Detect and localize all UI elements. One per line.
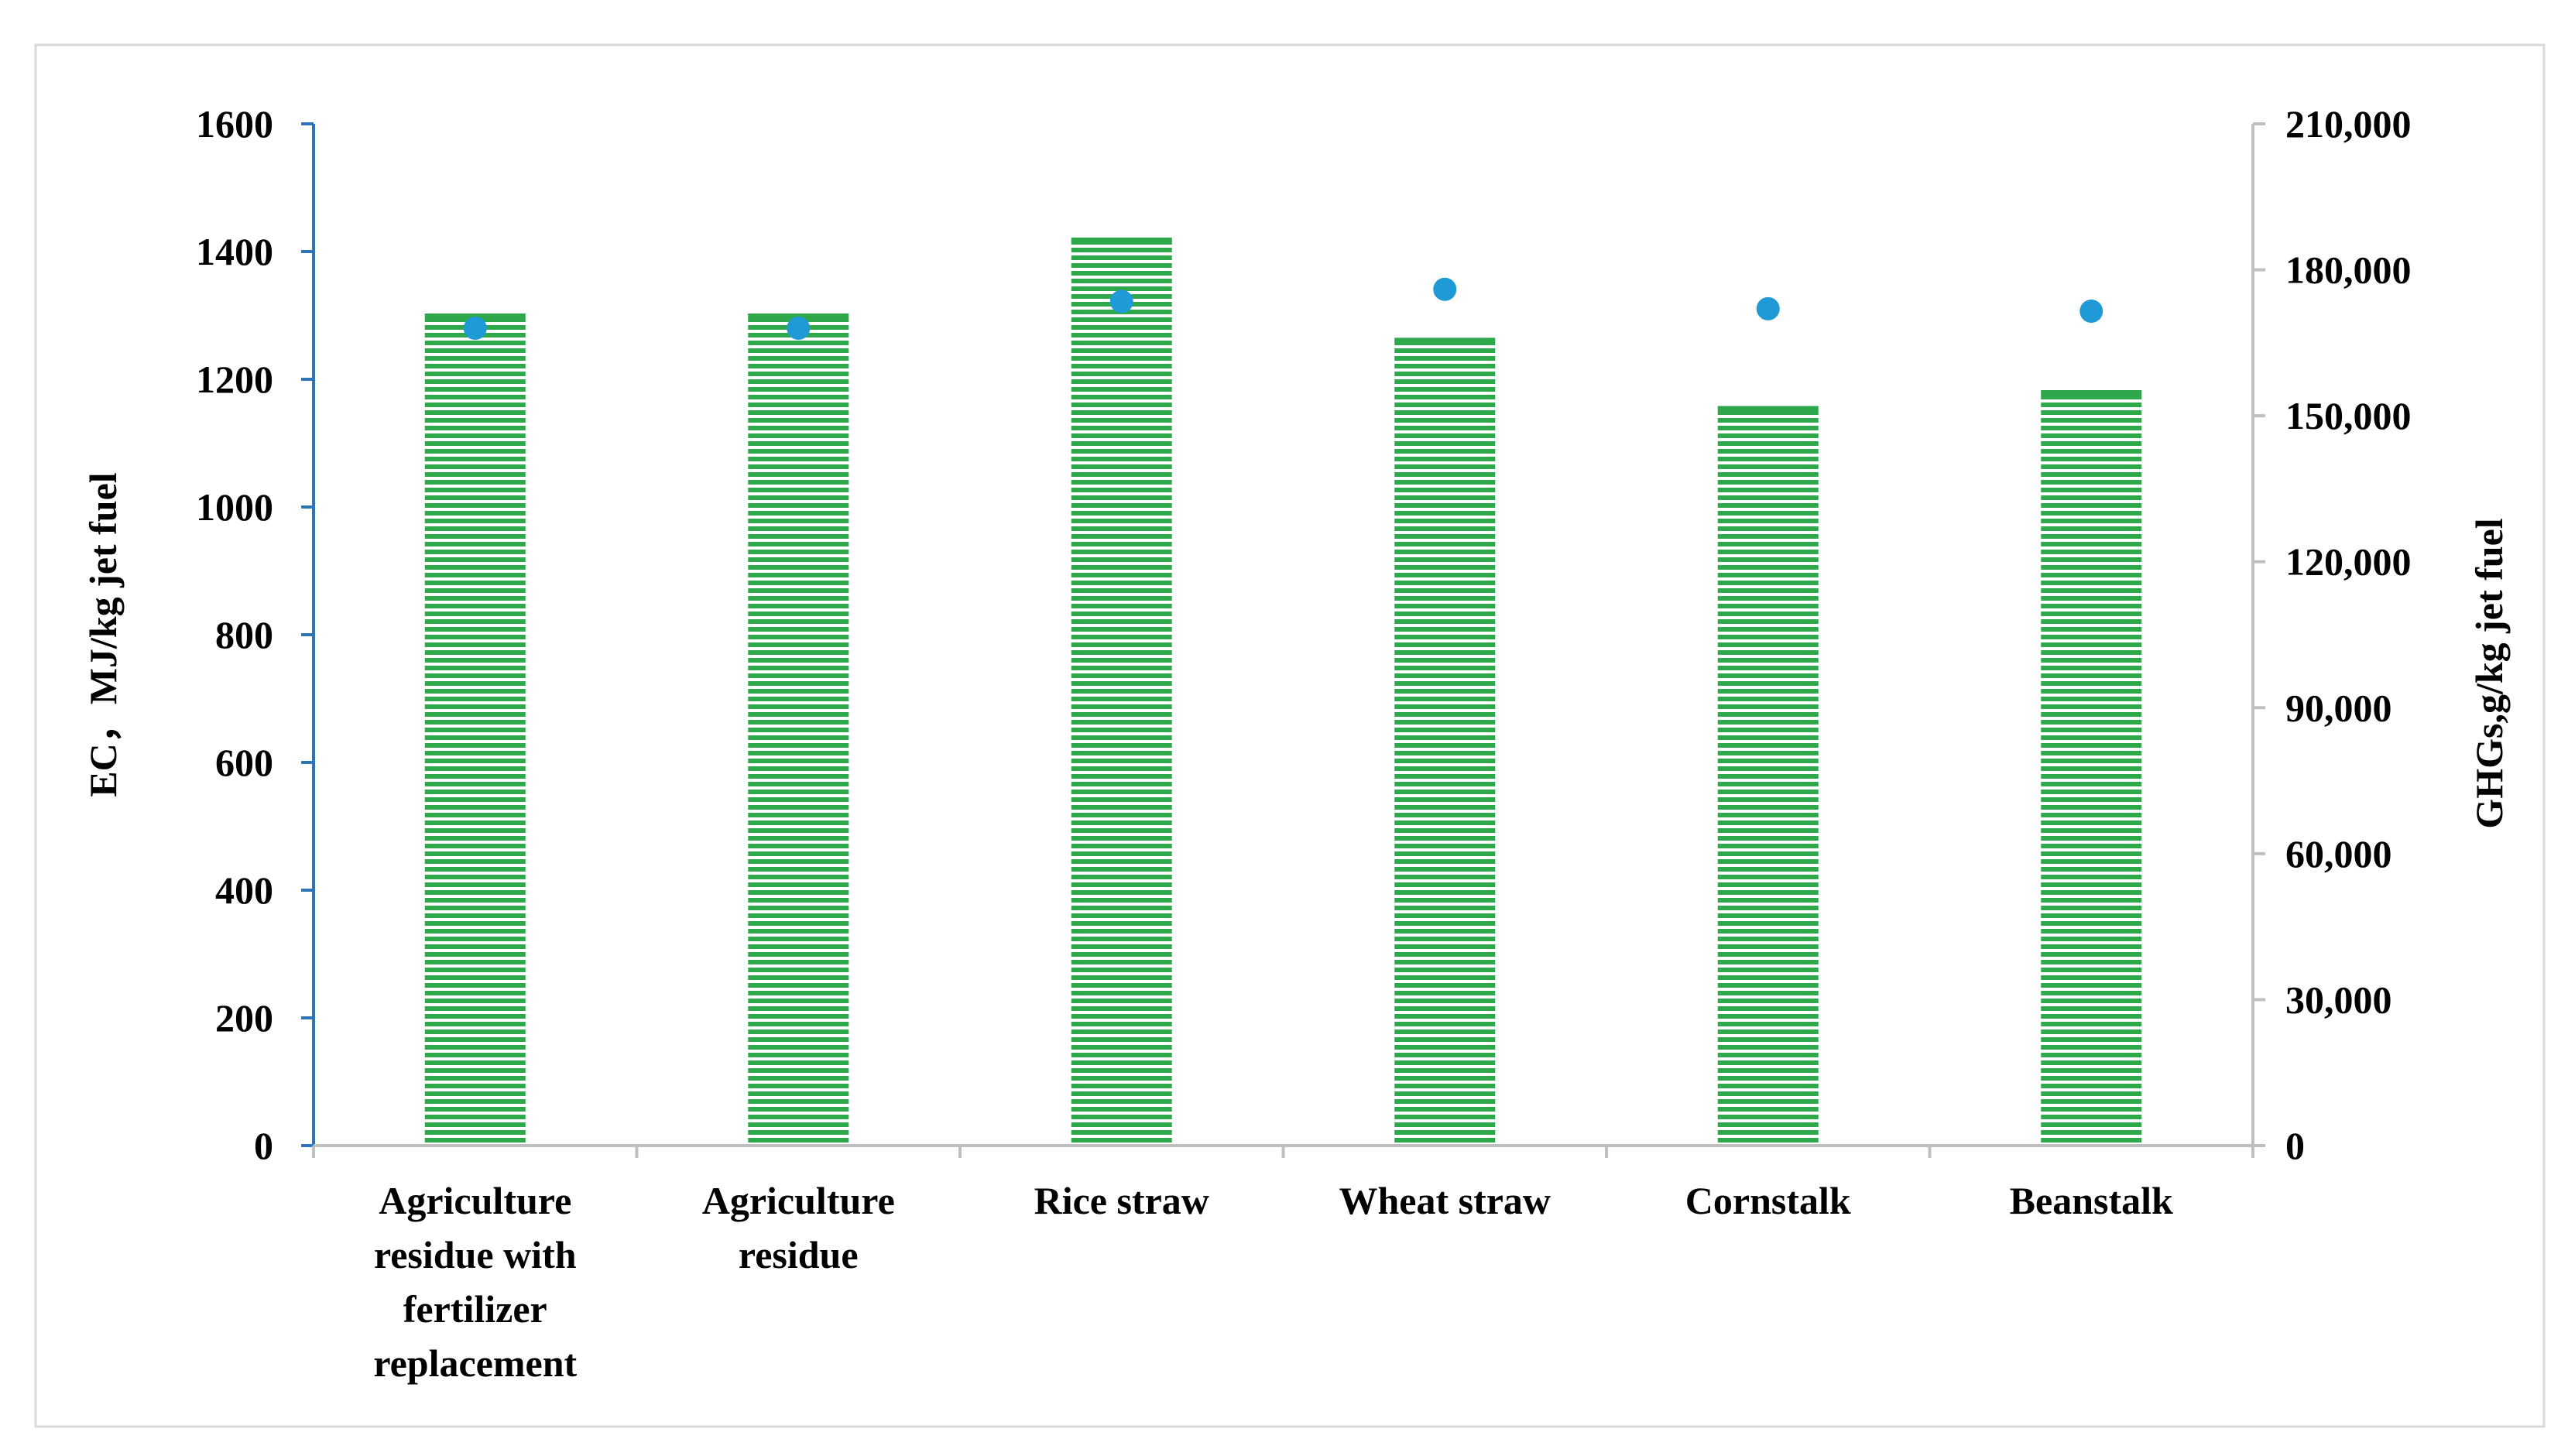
scatter-point <box>1433 277 1457 301</box>
bar <box>1717 406 1819 1146</box>
y-axis-title-right: GHGs,g/kg jet fuel <box>2467 518 2511 828</box>
scatter-point <box>1756 296 1780 320</box>
x-tick-label: Wheat straw <box>1339 1179 1551 1222</box>
y-tick-label-left: 1600 <box>196 102 273 146</box>
scatter-point <box>1109 289 1133 313</box>
bar <box>424 313 526 1146</box>
y-tick-label-left: 0 <box>254 1124 273 1167</box>
y-tick-label-right: 210,000 <box>2285 102 2412 146</box>
bar <box>1394 337 1496 1146</box>
y-tick-label-left: 400 <box>215 868 273 912</box>
bar-series <box>424 237 2142 1146</box>
y-tick-label-left: 1000 <box>196 485 273 529</box>
y-tick-label-right: 90,000 <box>2285 686 2392 729</box>
y-tick-label-left: 1400 <box>196 230 273 273</box>
x-tick-label: Agriculture residue <box>702 1179 895 1276</box>
x-tick-label: Beanstalk <box>2010 1179 2173 1222</box>
y-axis-title-left: EC，MJ/kg jet fuel <box>81 472 125 797</box>
axis-labels: 0 200 400 600 800 1000 1200 1400 1600 0 30,000 60,0… <box>81 102 2511 1385</box>
x-tick-label: Rice straw <box>1034 1179 1209 1222</box>
scatter-point <box>463 317 487 340</box>
scatter-point <box>787 317 811 340</box>
bar <box>1071 237 1172 1146</box>
y-tick-label-right: 60,000 <box>2285 832 2392 875</box>
axes <box>301 122 2265 1158</box>
scatter-point <box>2079 300 2103 323</box>
y-tick-label-right: 150,000 <box>2285 394 2412 437</box>
bar <box>2041 390 2142 1146</box>
y-tick-label-left: 200 <box>215 996 273 1040</box>
y-tick-label-left: 800 <box>215 613 273 656</box>
bar <box>748 313 849 1146</box>
y-tick-label-right: 30,000 <box>2285 978 2392 1021</box>
y-tick-label-left: 1200 <box>196 358 273 401</box>
scatter-series <box>463 277 2103 340</box>
x-tick-label: Cornstalk <box>1685 1179 1851 1222</box>
y-tick-label-left: 600 <box>215 741 273 784</box>
chart-frame <box>34 43 2546 1428</box>
y-tick-label-right: 120,000 <box>2285 540 2412 584</box>
x-tick-label: Agriculture residue with fertilizer replace… <box>373 1179 577 1385</box>
y-tick-label-right: 0 <box>2285 1124 2305 1167</box>
y-tick-label-right: 180,000 <box>2285 248 2412 292</box>
